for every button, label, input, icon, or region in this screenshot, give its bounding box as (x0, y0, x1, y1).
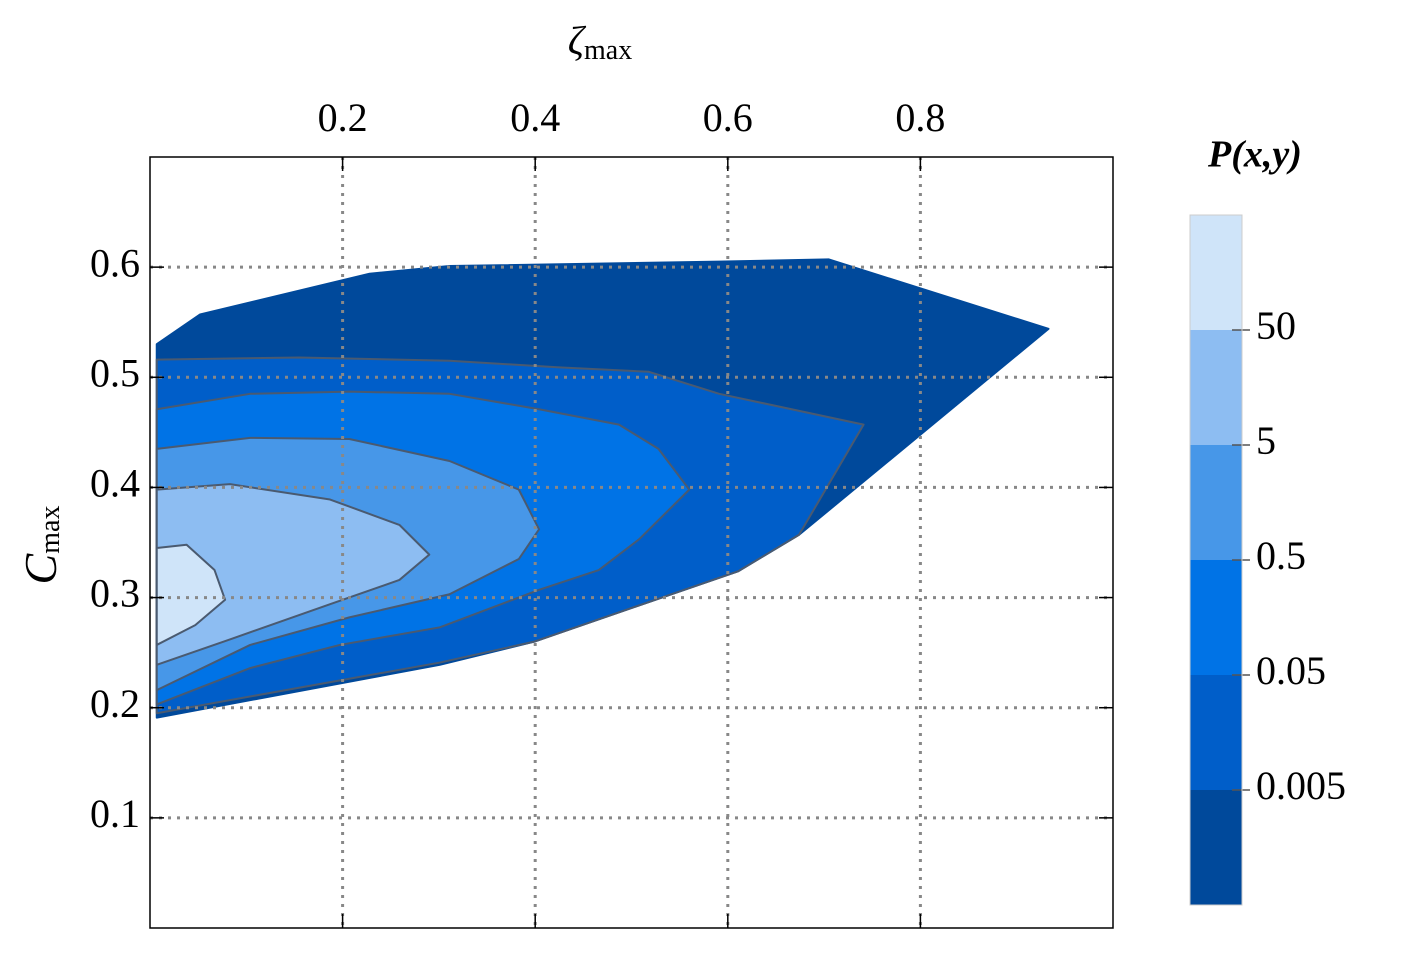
x-label-subscript: max (584, 35, 632, 66)
colorbar-band (1190, 215, 1242, 330)
colorbar-tick-label: 5 (1256, 418, 1276, 463)
colorbar-band (1190, 560, 1242, 675)
x-tick-label: 0.2 (318, 95, 368, 140)
y-label-subscript: max (35, 506, 66, 554)
colorbar-band (1190, 790, 1242, 905)
colorbar-tick-label: 0.5 (1256, 533, 1306, 578)
x-tick-label: 0.6 (703, 95, 753, 140)
x-axis-label: ζmax (568, 18, 632, 66)
y-tick-label: 0.3 (90, 571, 140, 616)
y-axis-label: Cmax (15, 506, 67, 585)
colorbar-band (1190, 330, 1242, 445)
plot-frame (149, 156, 1114, 929)
colorbar-tick-label: 0.05 (1256, 648, 1326, 693)
y-tick-label: 0.2 (90, 681, 140, 726)
colorbar-tick-label: 0.005 (1256, 763, 1346, 808)
colorbar-label: P(x,y) (1207, 134, 1302, 176)
colorbar-frame (1189, 214, 1243, 906)
colorbar-band (1190, 675, 1242, 790)
colorbar-band (1190, 445, 1242, 560)
y-tick-label: 0.5 (90, 350, 140, 395)
x-tick-label: 0.4 (510, 95, 560, 140)
contour-region (155, 543, 227, 646)
colorbar-tick-label: 50 (1256, 303, 1296, 348)
contour-region (155, 483, 431, 666)
y-label-symbol: C (15, 552, 66, 584)
x-label-symbol: ζ (568, 18, 587, 63)
y-tick-label: 0.1 (90, 791, 140, 836)
y-tick-label: 0.6 (90, 240, 140, 285)
y-tick-label: 0.4 (90, 461, 140, 506)
x-tick-label: 0.8 (895, 95, 945, 140)
